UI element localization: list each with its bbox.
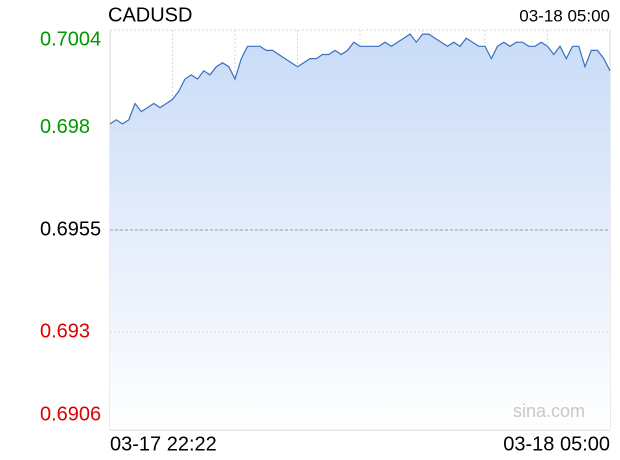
y-tick-label: 0.6906	[40, 403, 101, 425]
chart-title: CADUSD	[108, 4, 192, 26]
x-tick-label: 03-18 05:00	[503, 433, 610, 455]
x-tick-label: 03-17 22:22	[110, 433, 217, 455]
y-tick-label: 0.693	[40, 320, 90, 342]
y-tick-label: 0.698	[40, 116, 90, 138]
price-line	[109, 33, 611, 125]
timestamp: 03-18 05:00	[519, 6, 610, 25]
y-tick-label: 0.7004	[40, 28, 101, 50]
area-fill	[110, 34, 610, 430]
watermark: sina.com	[513, 401, 585, 421]
y-tick-label: 0.6955	[40, 218, 101, 240]
